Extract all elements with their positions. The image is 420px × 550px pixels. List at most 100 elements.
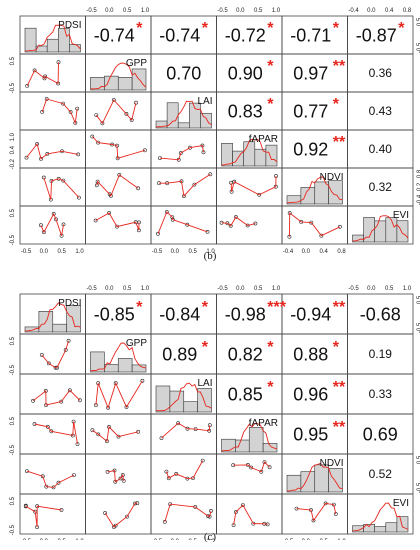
significance-stars: * — [333, 96, 340, 113]
cell-frame — [150, 167, 217, 207]
scatter-cell — [85, 167, 152, 207]
correlation-value: 0.82 — [228, 344, 263, 364]
density-curve — [24, 302, 81, 332]
tick-label: 0.5 — [417, 455, 420, 464]
smooth-fit-line — [230, 175, 277, 196]
scatter-points — [40, 97, 80, 125]
variable-label: LAI — [197, 378, 212, 389]
tick-label: -0.5 — [217, 8, 228, 14]
histogram-bar — [66, 305, 81, 333]
scatter-point — [94, 113, 99, 118]
scatter-point — [77, 195, 81, 200]
cell-frame — [150, 205, 217, 245]
scatter-point — [90, 134, 95, 139]
cell-frame — [150, 413, 217, 455]
scatter-point — [200, 458, 205, 463]
correlation-value: 0.36 — [369, 66, 393, 80]
scatter-cell — [216, 167, 283, 207]
tick-label: 0.0 — [40, 249, 49, 255]
scatter-cell — [281, 205, 348, 245]
diagonal-cell: EVI — [347, 205, 414, 245]
correlation-value: 0.33 — [369, 387, 393, 401]
histogram-bar — [117, 77, 133, 91]
tick-label: 1.0 — [206, 249, 215, 255]
significance-stars: * — [202, 20, 209, 37]
correlation-value: 0.52 — [369, 467, 393, 481]
tick-label: 0.5 — [123, 8, 132, 14]
significance-stars: * — [267, 339, 274, 356]
histogram-bar — [385, 217, 398, 243]
smooth-fit-line — [91, 136, 146, 159]
smooth-fit-line — [288, 212, 341, 237]
tick-label: 0.0 — [171, 249, 180, 255]
scatter-cell — [150, 413, 217, 455]
histogram — [24, 302, 81, 333]
histogram-bar — [169, 390, 185, 413]
diagonal-cell: fAPAR — [216, 413, 283, 455]
scatter-points — [231, 460, 272, 474]
diagonal-cell: EVI — [347, 493, 414, 535]
scatter-cell — [85, 205, 152, 245]
scatter-cell — [19, 205, 86, 245]
correlation-value: 0.97 — [293, 63, 328, 83]
tick-label: 1.0 — [272, 8, 281, 14]
histogram — [155, 100, 212, 129]
correlation-value: 0.96 — [293, 384, 328, 404]
scatter-cell — [85, 373, 152, 415]
density-curve — [221, 423, 278, 452]
scatter-point — [66, 338, 71, 343]
histogram-bar — [177, 122, 190, 129]
tick-label: 0.5 — [10, 336, 16, 345]
histogram-bar — [235, 439, 250, 453]
variable-label: EVI — [393, 498, 409, 509]
scatter-cell — [216, 205, 283, 245]
correlation-value: -0.87 — [356, 25, 397, 45]
tick-label: 1.0 — [272, 286, 281, 292]
tick-label: 1.0 — [10, 132, 16, 141]
smooth-fit-line — [92, 425, 139, 443]
tick-label: 0.5 — [254, 8, 263, 14]
diagonal-cell: PDSI — [19, 15, 86, 55]
smooth-fit-line — [34, 421, 78, 445]
significance-stars: ** — [333, 419, 346, 436]
scatter-cell — [150, 167, 217, 207]
scatter-point — [106, 405, 111, 410]
scatter-point — [25, 84, 30, 88]
histogram-bar — [286, 474, 302, 493]
scatter-point — [43, 74, 48, 79]
scatter-point — [124, 405, 129, 409]
tick-label: 0.5 — [417, 17, 420, 26]
scatter-points — [93, 211, 141, 233]
scatter-point — [51, 211, 56, 216]
scatter-point — [162, 519, 167, 524]
tick-label: -0.5 — [417, 482, 420, 493]
scatter-point — [61, 178, 66, 183]
scatter-point — [142, 148, 147, 153]
correlation-value: -0.98 — [225, 304, 266, 324]
smooth-fit-line — [26, 470, 75, 488]
histogram-bar — [221, 143, 233, 167]
tick-label: 0.0 — [367, 8, 376, 14]
scatter-point — [90, 428, 95, 433]
scatter-points — [294, 501, 338, 523]
significance-stars: *** — [267, 299, 286, 316]
significance-stars: * — [333, 339, 340, 356]
scatter-cell — [85, 129, 152, 169]
cell-frame — [347, 493, 414, 535]
cell-frame — [19, 53, 86, 93]
smooth-fit-line — [95, 380, 143, 410]
scatter-points — [23, 503, 64, 530]
scatter-point — [40, 110, 45, 114]
significance-stars: * — [136, 20, 143, 37]
scatter-points — [25, 60, 61, 88]
correlation-value: 0.85 — [228, 384, 263, 404]
cell-frame — [85, 205, 152, 245]
scatter-point — [259, 469, 264, 474]
tick-label: -0.5 — [10, 364, 16, 375]
tick-label: 0.8 — [337, 249, 346, 255]
histogram — [24, 24, 81, 53]
histogram — [286, 462, 343, 493]
scatter-point — [46, 361, 51, 366]
